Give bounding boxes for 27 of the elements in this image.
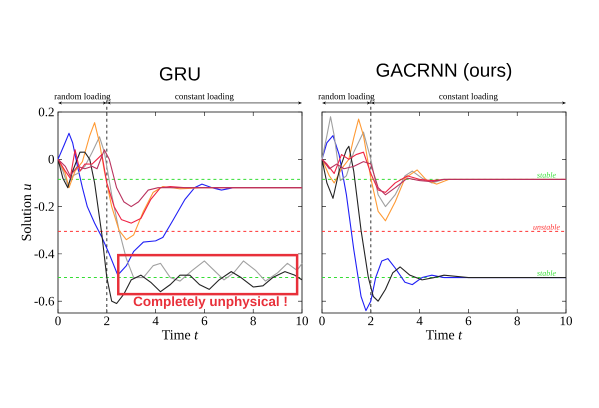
annotation: Completely unphysical ! bbox=[134, 296, 287, 309]
chart-title: GACRNN (ours) bbox=[376, 62, 512, 81]
x-tick-label: 2 bbox=[368, 316, 374, 326]
y-tick-label: -0.6 bbox=[34, 296, 54, 306]
text: random loading bbox=[318, 93, 375, 102]
x-tick-label: 6 bbox=[202, 316, 208, 326]
x-axis-title: Time t bbox=[426, 330, 462, 340]
x-axis-title: Time t bbox=[162, 330, 198, 340]
y-tick-label: 0 bbox=[48, 154, 54, 164]
x-tick-label: 0 bbox=[319, 316, 325, 326]
y-tick-label: 0.2 bbox=[38, 108, 54, 116]
x-tick-label: 8 bbox=[514, 316, 520, 326]
x-tick-label: 2 bbox=[104, 316, 110, 326]
text: constant loading bbox=[439, 93, 498, 102]
x-tick-label: 4 bbox=[152, 316, 159, 326]
chart-title: GRU bbox=[160, 67, 200, 81]
y-tick-label: -0.4 bbox=[34, 249, 54, 258]
x-tick-label: 8 bbox=[250, 316, 256, 326]
text: constant loading bbox=[175, 93, 234, 102]
x-tick-label: 10 bbox=[560, 316, 572, 326]
x-tick-label: 0 bbox=[55, 316, 61, 326]
y-axis-title: Solution u bbox=[21, 184, 32, 240]
y-tick-label: -0.2 bbox=[34, 202, 54, 211]
text: random loading bbox=[54, 93, 110, 102]
x-tick-label: 10 bbox=[296, 316, 308, 326]
x-tick-label: 4 bbox=[416, 316, 423, 326]
x-tick-label: 6 bbox=[466, 316, 472, 326]
